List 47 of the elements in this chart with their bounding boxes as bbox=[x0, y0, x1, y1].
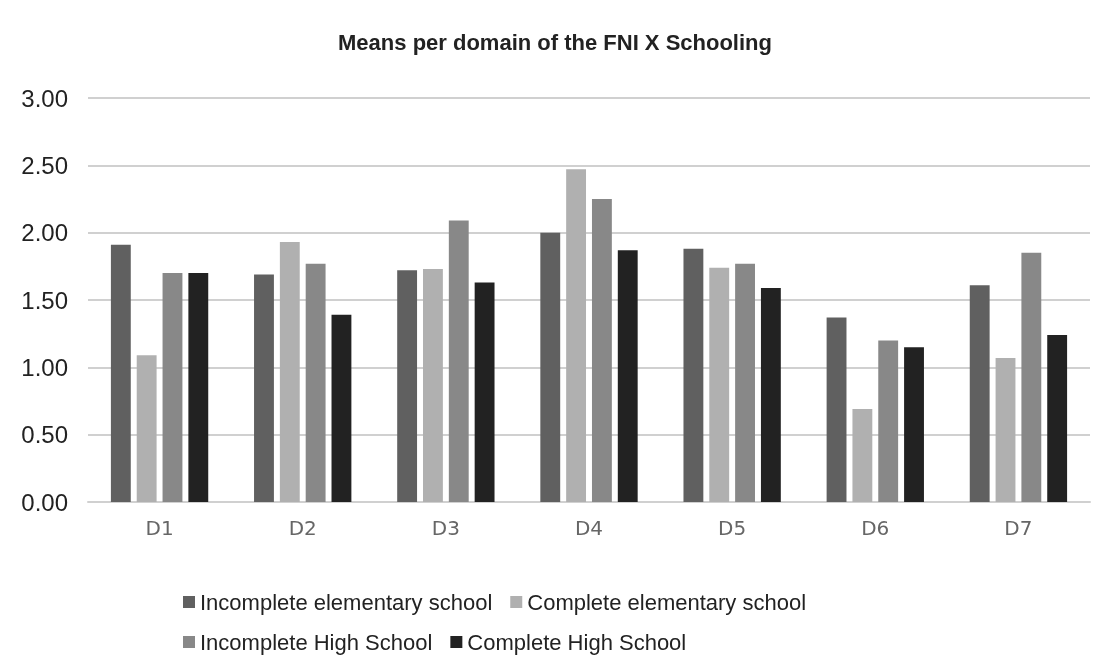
bar bbox=[279, 242, 300, 502]
bar bbox=[540, 232, 561, 502]
bar bbox=[136, 355, 157, 502]
legend-label: Incomplete elementary school bbox=[200, 589, 493, 615]
y-tick-label: 1.00 bbox=[21, 353, 68, 381]
bar bbox=[448, 220, 469, 502]
bar bbox=[826, 317, 847, 502]
y-tick-label: 2.50 bbox=[21, 151, 68, 179]
bar bbox=[735, 263, 755, 502]
bar bbox=[995, 357, 1016, 502]
bar bbox=[852, 409, 873, 502]
y-tick-label: 3.00 bbox=[21, 84, 68, 112]
bar bbox=[904, 347, 924, 502]
bar bbox=[397, 270, 418, 502]
x-tick-label: D3 bbox=[431, 516, 460, 540]
x-tick-label: D1 bbox=[145, 516, 174, 540]
bar bbox=[1047, 335, 1068, 502]
bar bbox=[566, 169, 587, 502]
bar bbox=[305, 263, 326, 502]
bar bbox=[591, 199, 612, 502]
bar bbox=[683, 248, 704, 502]
legend-label: Complete High School bbox=[467, 629, 687, 655]
y-tick-label: 0.50 bbox=[21, 421, 68, 449]
bar bbox=[760, 287, 781, 502]
x-tick-label: D6 bbox=[861, 516, 890, 540]
bar bbox=[474, 282, 495, 502]
x-tick-label: D2 bbox=[288, 516, 317, 540]
bar bbox=[254, 274, 274, 502]
bar bbox=[617, 250, 638, 502]
y-tick-label: 0.00 bbox=[21, 488, 68, 516]
legend-label: Complete elementary school bbox=[527, 589, 807, 615]
x-tick-label: D7 bbox=[1004, 516, 1033, 540]
bar bbox=[709, 267, 730, 502]
bar bbox=[110, 244, 131, 502]
x-tick-label: D4 bbox=[574, 516, 604, 540]
legend-label: Incomplete High School bbox=[200, 629, 433, 655]
bar bbox=[331, 314, 352, 502]
chart-title: Means per domain of the FNI X Schooling bbox=[338, 29, 772, 55]
bar bbox=[1021, 252, 1042, 502]
x-tick-label: D5 bbox=[718, 516, 747, 540]
y-tick-label: 1.50 bbox=[21, 286, 68, 314]
bar bbox=[423, 269, 443, 502]
bar bbox=[878, 340, 899, 502]
bar bbox=[188, 273, 209, 502]
bar bbox=[969, 285, 990, 502]
bar bbox=[162, 273, 183, 502]
y-tick-label: 2.00 bbox=[21, 219, 68, 247]
